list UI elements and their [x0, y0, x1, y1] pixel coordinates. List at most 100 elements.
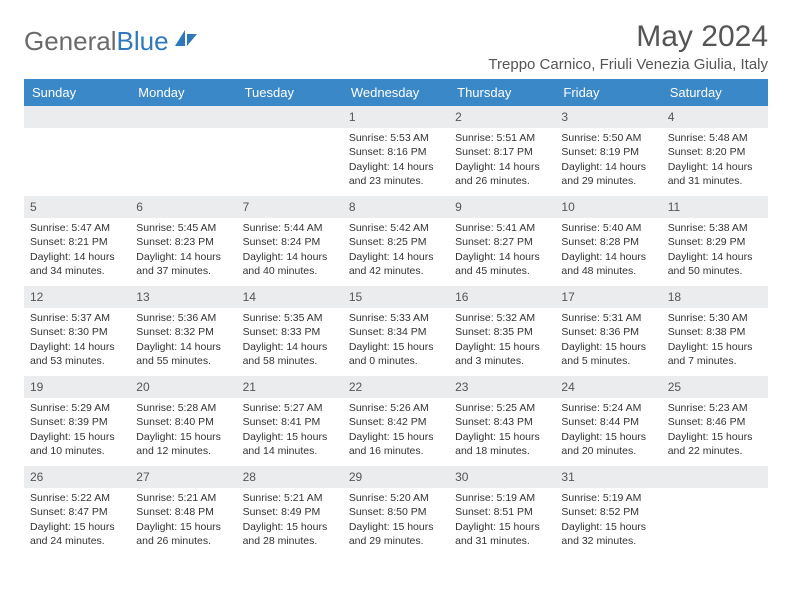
weekday-header: Thursday	[449, 79, 555, 106]
day-content: Sunrise: 5:30 AMSunset: 8:38 PMDaylight:…	[662, 308, 768, 374]
title-block: May 2024 Treppo Carnico, Friuli Venezia …	[488, 20, 768, 73]
sunset-line: Sunset: 8:25 PM	[349, 235, 443, 249]
day-number: 4	[662, 106, 768, 128]
sunset-line: Sunset: 8:19 PM	[561, 145, 655, 159]
daylight-line: Daylight: 15 hours and 12 minutes.	[136, 430, 230, 458]
sunrise-line: Sunrise: 5:53 AM	[349, 131, 443, 145]
location-text: Treppo Carnico, Friuli Venezia Giulia, I…	[488, 56, 768, 73]
calendar-row: 26Sunrise: 5:22 AMSunset: 8:47 PMDayligh…	[24, 466, 768, 556]
calendar-cell	[24, 106, 130, 196]
daylight-line: Daylight: 15 hours and 24 minutes.	[30, 520, 124, 548]
calendar-cell	[237, 106, 343, 196]
weekday-header: Tuesday	[237, 79, 343, 106]
calendar-row: 1Sunrise: 5:53 AMSunset: 8:16 PMDaylight…	[24, 106, 768, 196]
day-content: Sunrise: 5:53 AMSunset: 8:16 PMDaylight:…	[343, 128, 449, 194]
calendar-cell: 24Sunrise: 5:24 AMSunset: 8:44 PMDayligh…	[555, 376, 661, 466]
daylight-line: Daylight: 14 hours and 58 minutes.	[243, 340, 337, 368]
day-number: 23	[449, 376, 555, 398]
sunrise-line: Sunrise: 5:47 AM	[30, 221, 124, 235]
weekday-header: Monday	[130, 79, 236, 106]
daylight-line: Daylight: 14 hours and 26 minutes.	[455, 160, 549, 188]
day-number: 7	[237, 196, 343, 218]
sunrise-line: Sunrise: 5:19 AM	[455, 491, 549, 505]
day-number: 2	[449, 106, 555, 128]
daylight-line: Daylight: 15 hours and 7 minutes.	[668, 340, 762, 368]
day-number: 6	[130, 196, 236, 218]
weekday-header-row: SundayMondayTuesdayWednesdayThursdayFrid…	[24, 79, 768, 106]
daylight-line: Daylight: 15 hours and 14 minutes.	[243, 430, 337, 458]
calendar-cell: 23 Sunrise: 5:25 AMSunset: 8:43 PMDayligh…	[449, 376, 555, 466]
calendar-cell	[130, 106, 236, 196]
day-number: 14	[237, 286, 343, 308]
sunrise-line: Sunrise: 5:25 AM	[455, 401, 549, 415]
daylight-line: Daylight: 14 hours and 55 minutes.	[136, 340, 230, 368]
sunrise-line: Sunrise: 5:40 AM	[561, 221, 655, 235]
sunset-line: Sunset: 8:32 PM	[136, 325, 230, 339]
sunset-line: Sunset: 8:16 PM	[349, 145, 443, 159]
daylight-line: Daylight: 15 hours and 5 minutes.	[561, 340, 655, 368]
day-number: 3	[555, 106, 661, 128]
day-number: 10	[555, 196, 661, 218]
calendar-body: 1Sunrise: 5:53 AMSunset: 8:16 PMDaylight…	[24, 106, 768, 556]
calendar-cell: 31Sunrise: 5:19 AMSunset: 8:52 PMDayligh…	[555, 466, 661, 556]
calendar-row: 5Sunrise: 5:47 AMSunset: 8:21 PMDaylight…	[24, 196, 768, 286]
sunset-line: Sunset: 8:51 PM	[455, 505, 549, 519]
sunset-line: Sunset: 8:49 PM	[243, 505, 337, 519]
sunrise-line: Sunrise: 5:44 AM	[243, 221, 337, 235]
day-content: Sunrise: 5:20 AMSunset: 8:50 PMDaylight:…	[343, 488, 449, 554]
calendar-cell: 20Sunrise: 5:28 AMSunset: 8:40 PMDayligh…	[130, 376, 236, 466]
sunrise-line: Sunrise: 5:32 AM	[455, 311, 549, 325]
day-number: 8	[343, 196, 449, 218]
daylight-line: Daylight: 15 hours and 31 minutes.	[455, 520, 549, 548]
daylight-line: Daylight: 15 hours and 32 minutes.	[561, 520, 655, 548]
day-content: Sunrise: 5:51 AMSunset: 8:17 PMDaylight:…	[449, 128, 555, 194]
daylight-line: Daylight: 15 hours and 16 minutes.	[349, 430, 443, 458]
daylight-line: Daylight: 14 hours and 31 minutes.	[668, 160, 762, 188]
day-content: Sunrise: 5:48 AMSunset: 8:20 PMDaylight:…	[662, 128, 768, 194]
calendar-cell: 2Sunrise: 5:51 AMSunset: 8:17 PMDaylight…	[449, 106, 555, 196]
calendar-cell: 4Sunrise: 5:48 AMSunset: 8:20 PMDaylight…	[662, 106, 768, 196]
calendar-cell: 14Sunrise: 5:35 AMSunset: 8:33 PMDayligh…	[237, 286, 343, 376]
sunrise-line: Sunrise: 5:48 AM	[668, 131, 762, 145]
brand-part1: General	[24, 26, 117, 57]
sunrise-line: Sunrise: 5:45 AM	[136, 221, 230, 235]
day-number: 12	[24, 286, 130, 308]
day-number: 20	[130, 376, 236, 398]
sunrise-line: Sunrise: 5:41 AM	[455, 221, 549, 235]
sunset-line: Sunset: 8:34 PM	[349, 325, 443, 339]
sunrise-line: Sunrise: 5:24 AM	[561, 401, 655, 415]
day-number: 31	[555, 466, 661, 488]
sunset-line: Sunset: 8:36 PM	[561, 325, 655, 339]
day-number: 15	[343, 286, 449, 308]
day-number: 22	[343, 376, 449, 398]
sunrise-line: Sunrise: 5:38 AM	[668, 221, 762, 235]
day-content: Sunrise: 5:38 AMSunset: 8:29 PMDaylight:…	[662, 218, 768, 284]
day-content: Sunrise: 5:35 AMSunset: 8:33 PMDaylight:…	[237, 308, 343, 374]
day-content: Sunrise: 5:33 AMSunset: 8:34 PMDaylight:…	[343, 308, 449, 374]
sunrise-line: Sunrise: 5:30 AM	[668, 311, 762, 325]
sunrise-line: Sunrise: 5:31 AM	[561, 311, 655, 325]
day-number	[237, 106, 343, 128]
sunset-line: Sunset: 8:43 PM	[455, 415, 549, 429]
calendar-cell: 8Sunrise: 5:42 AMSunset: 8:25 PMDaylight…	[343, 196, 449, 286]
sunrise-line: Sunrise: 5:28 AM	[136, 401, 230, 415]
sunset-line: Sunset: 8:23 PM	[136, 235, 230, 249]
day-number: 29	[343, 466, 449, 488]
sunset-line: Sunset: 8:38 PM	[668, 325, 762, 339]
day-number: 5	[24, 196, 130, 218]
month-title: May 2024	[488, 20, 768, 54]
day-number: 11	[662, 196, 768, 218]
daylight-line: Daylight: 15 hours and 18 minutes.	[455, 430, 549, 458]
weekday-header: Friday	[555, 79, 661, 106]
day-number: 9	[449, 196, 555, 218]
day-number: 26	[24, 466, 130, 488]
daylight-line: Daylight: 15 hours and 0 minutes.	[349, 340, 443, 368]
sunrise-line: Sunrise: 5:50 AM	[561, 131, 655, 145]
day-content: Sunrise: 5:47 AMSunset: 8:21 PMDaylight:…	[24, 218, 130, 284]
day-content	[24, 128, 130, 137]
weekday-header: Sunday	[24, 79, 130, 106]
day-content	[237, 128, 343, 137]
day-content: Sunrise: 5:45 AMSunset: 8:23 PMDaylight:…	[130, 218, 236, 284]
sunset-line: Sunset: 8:47 PM	[30, 505, 124, 519]
sunrise-line: Sunrise: 5:19 AM	[561, 491, 655, 505]
